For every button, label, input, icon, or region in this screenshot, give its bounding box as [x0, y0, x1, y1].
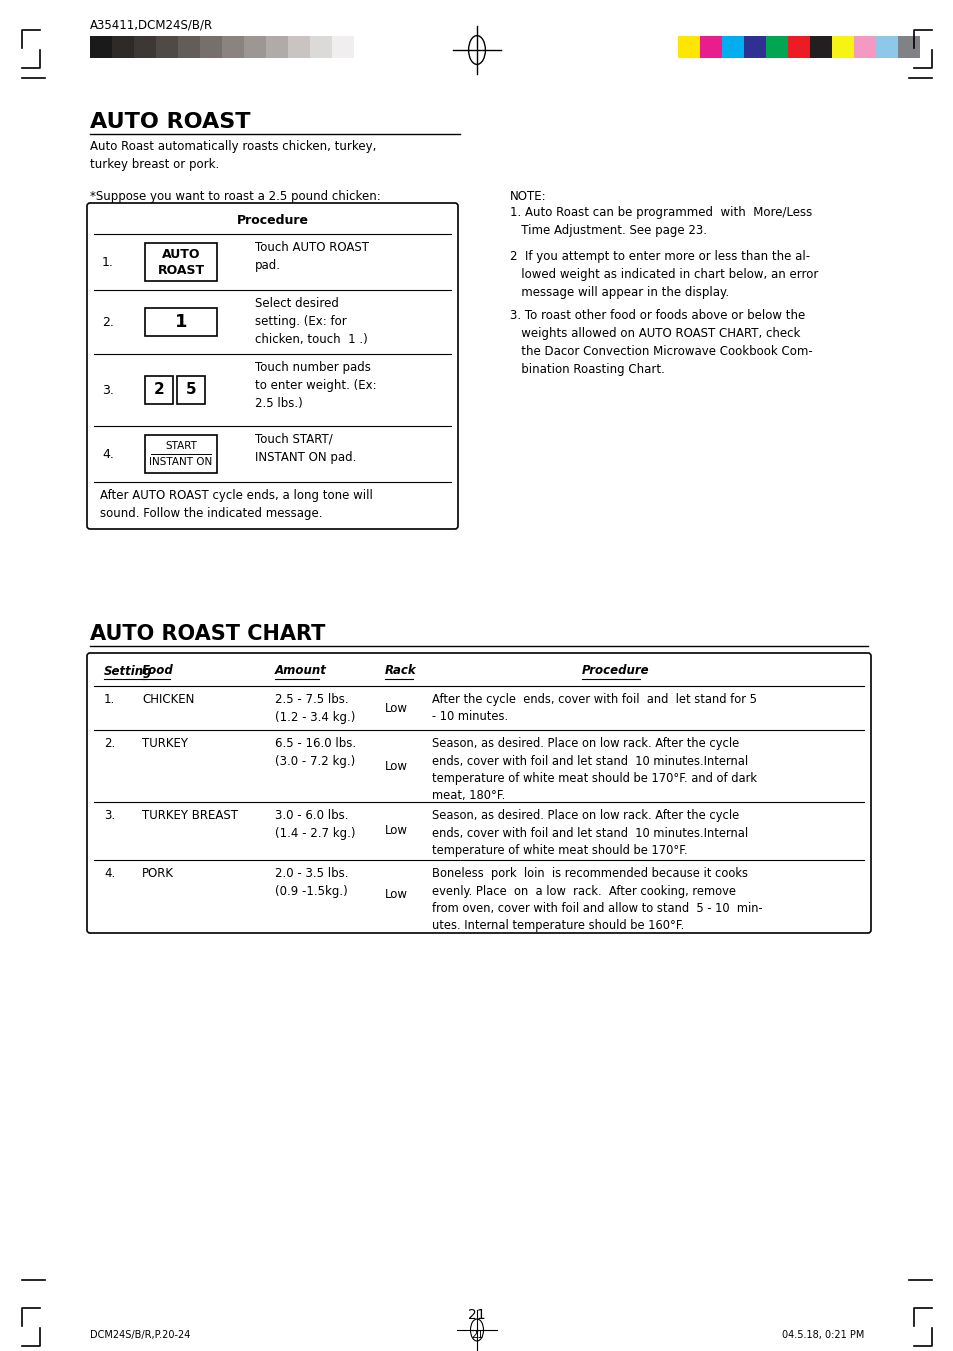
Bar [743, 36, 765, 58]
Text: AUTO
ROAST: AUTO ROAST [157, 247, 204, 277]
Bar [266, 36, 288, 58]
Bar [145, 435, 216, 473]
Bar [310, 36, 332, 58]
Text: 2  If you attempt to enter more or less than the al-
   lowed weight as indicate: 2 If you attempt to enter more or less t… [510, 250, 818, 299]
Bar [721, 36, 743, 58]
Text: PORK: PORK [142, 867, 173, 880]
Bar [90, 36, 112, 58]
Text: TURKEY: TURKEY [142, 738, 188, 750]
Bar [177, 376, 205, 404]
Text: INSTANT ON: INSTANT ON [150, 458, 213, 467]
Text: DCM24S/B/R,P.20-24: DCM24S/B/R,P.20-24 [90, 1329, 191, 1340]
Text: 2.0 - 3.5 lbs.
(0.9 -1.5kg.): 2.0 - 3.5 lbs. (0.9 -1.5kg.) [274, 867, 348, 898]
Bar [765, 36, 787, 58]
Text: TURKEY BREAST: TURKEY BREAST [142, 809, 237, 821]
Bar [288, 36, 310, 58]
Text: Setting: Setting [104, 665, 152, 677]
Text: Season, as desired. Place on low rack. After the cycle
ends, cover with foil and: Season, as desired. Place on low rack. A… [432, 809, 747, 857]
FancyBboxPatch shape [87, 653, 870, 934]
Text: Season, as desired. Place on low rack. After the cycle
ends, cover with foil and: Season, as desired. Place on low rack. A… [432, 738, 757, 802]
Text: 2.: 2. [104, 738, 115, 750]
Text: AUTO ROAST CHART: AUTO ROAST CHART [90, 624, 325, 644]
Text: Low: Low [385, 701, 408, 715]
Bar [809, 36, 831, 58]
Text: Auto Roast automatically roasts chicken, turkey,
turkey breast or pork.: Auto Roast automatically roasts chicken,… [90, 141, 376, 172]
Text: Amount: Amount [274, 665, 327, 677]
Text: 1.: 1. [102, 255, 113, 269]
Text: 4.: 4. [104, 867, 115, 880]
Text: 2: 2 [153, 382, 164, 397]
Text: Low: Low [385, 759, 408, 773]
Bar [897, 36, 919, 58]
Text: 21: 21 [471, 1329, 482, 1340]
Bar [222, 36, 244, 58]
Text: 1. Auto Roast can be programmed  with  More/Less
   Time Adjustment. See page 23: 1. Auto Roast can be programmed with Mor… [510, 205, 811, 236]
Text: AUTO ROAST: AUTO ROAST [90, 112, 251, 132]
Text: Touch START/
INSTANT ON pad.: Touch START/ INSTANT ON pad. [254, 434, 356, 463]
Text: After the cycle  ends, cover with foil  and  let stand for 5
- 10 minutes.: After the cycle ends, cover with foil an… [432, 693, 757, 724]
Text: Low: Low [385, 824, 408, 838]
Text: Low: Low [385, 889, 408, 901]
Bar [156, 36, 178, 58]
Text: 2.5 - 7.5 lbs.
(1.2 - 3.4 kg.): 2.5 - 7.5 lbs. (1.2 - 3.4 kg.) [274, 693, 355, 724]
Text: Select desired
setting. (Ex: for
chicken, touch  1 .): Select desired setting. (Ex: for chicken… [254, 297, 367, 346]
Text: 3.: 3. [102, 384, 113, 396]
Text: 1.: 1. [104, 693, 115, 707]
FancyBboxPatch shape [87, 203, 457, 530]
Text: Food: Food [142, 665, 173, 677]
Bar [678, 36, 700, 58]
Bar [853, 36, 875, 58]
Text: START: START [165, 442, 196, 451]
Text: 04.5.18, 0:21 PM: 04.5.18, 0:21 PM [781, 1329, 863, 1340]
Text: Boneless  pork  loin  is recommended because it cooks
evenly. Place  on  a low  : Boneless pork loin is recommended becaus… [432, 867, 761, 932]
Bar [133, 36, 156, 58]
Bar [875, 36, 897, 58]
Text: Rack: Rack [385, 665, 416, 677]
Text: 3.0 - 6.0 lbs.
(1.4 - 2.7 kg.): 3.0 - 6.0 lbs. (1.4 - 2.7 kg.) [274, 809, 355, 840]
Text: 6.5 - 16.0 lbs.
(3.0 - 7.2 kg.): 6.5 - 16.0 lbs. (3.0 - 7.2 kg.) [274, 738, 355, 767]
Bar [700, 36, 721, 58]
Text: Procedure: Procedure [236, 213, 308, 227]
Bar [332, 36, 354, 58]
Text: 3. To roast other food or foods above or below the
   weights allowed on AUTO RO: 3. To roast other food or foods above or… [510, 309, 812, 376]
Bar [200, 36, 222, 58]
Bar [831, 36, 853, 58]
Text: Touch number pads
to enter weight. (Ex:
2.5 lbs.): Touch number pads to enter weight. (Ex: … [254, 361, 376, 409]
Text: 3.: 3. [104, 809, 115, 821]
Text: A35411,DCM24S/B/R: A35411,DCM24S/B/R [90, 18, 213, 31]
Text: CHICKEN: CHICKEN [142, 693, 194, 707]
Bar [244, 36, 266, 58]
Text: Procedure: Procedure [581, 665, 649, 677]
Bar [178, 36, 200, 58]
Text: 1: 1 [174, 313, 187, 331]
Text: 2.: 2. [102, 316, 113, 328]
Text: After AUTO ROAST cycle ends, a long tone will
sound. Follow the indicated messag: After AUTO ROAST cycle ends, a long tone… [100, 489, 373, 520]
Text: 21: 21 [468, 1308, 485, 1323]
Text: 4.: 4. [102, 447, 113, 461]
Bar [112, 36, 133, 58]
Text: 5: 5 [186, 382, 196, 397]
Bar [145, 243, 216, 281]
Text: NOTE:: NOTE: [510, 190, 546, 203]
Bar [787, 36, 809, 58]
Bar [145, 308, 216, 336]
Text: Touch AUTO ROAST
pad.: Touch AUTO ROAST pad. [254, 240, 369, 272]
Bar [145, 376, 172, 404]
Text: *Suppose you want to roast a 2.5 pound chicken:: *Suppose you want to roast a 2.5 pound c… [90, 190, 380, 203]
